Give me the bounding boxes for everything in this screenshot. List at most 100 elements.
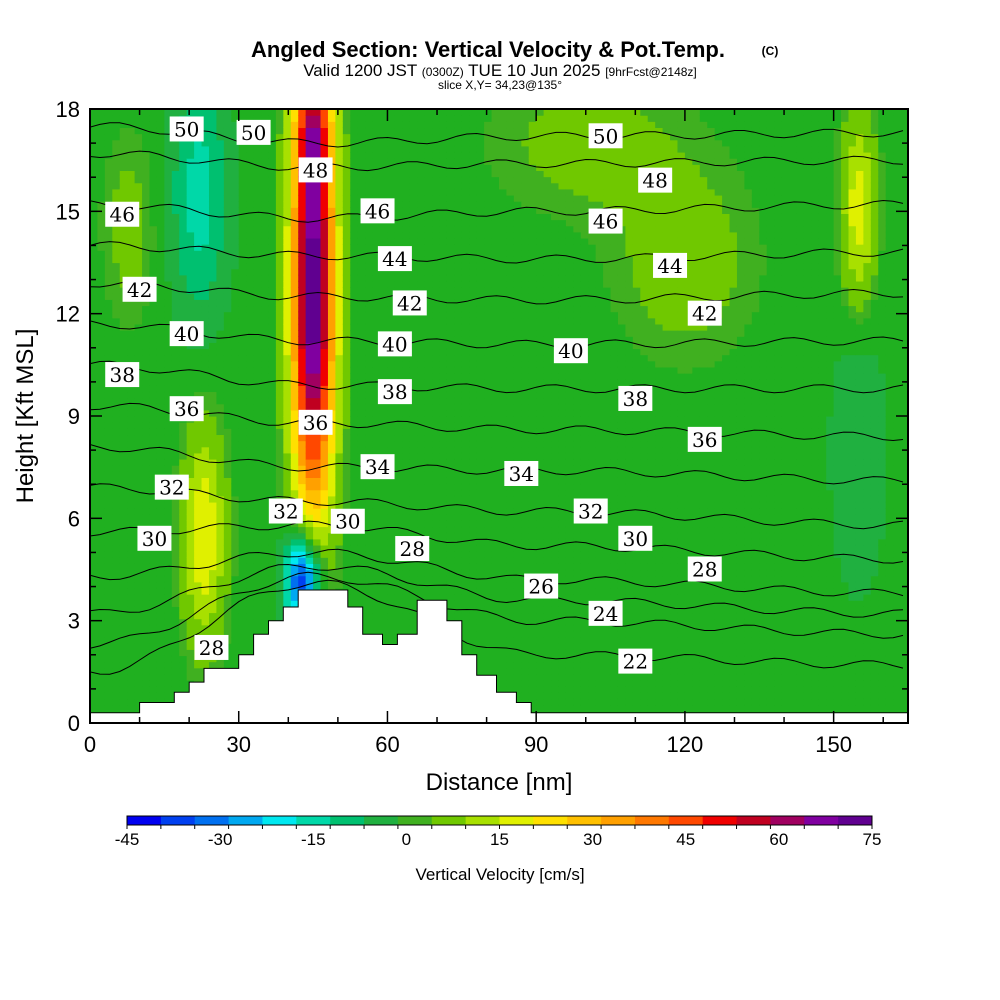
velocity-cell — [90, 366, 99, 374]
velocity-cell — [104, 391, 113, 399]
velocity-cell — [380, 508, 389, 515]
velocity-cell — [290, 188, 299, 196]
velocity-cell — [90, 188, 99, 196]
velocity-cell — [432, 250, 441, 257]
velocity-cell — [201, 569, 210, 577]
velocity-cell — [305, 366, 314, 374]
velocity-cell — [201, 551, 210, 558]
velocity-cell — [119, 655, 128, 663]
velocity-cell — [246, 366, 255, 374]
velocity-cell — [387, 606, 396, 614]
velocity-cell — [231, 416, 240, 423]
velocity-cell — [127, 158, 136, 165]
velocity-cell — [223, 336, 232, 343]
velocity-cell — [290, 403, 299, 411]
velocity-cell — [424, 158, 433, 165]
velocity-cell — [350, 544, 359, 552]
velocity-cell — [156, 188, 165, 196]
velocity-cell — [238, 587, 247, 595]
velocity-cell — [201, 299, 210, 307]
velocity-cell — [216, 145, 225, 153]
velocity-cell — [320, 391, 329, 399]
velocity-cell — [298, 139, 307, 147]
velocity-cell — [90, 348, 99, 356]
velocity-cell — [261, 434, 270, 442]
velocity-cell — [253, 594, 262, 601]
velocity-cell — [186, 514, 195, 521]
velocity-cell — [357, 373, 366, 380]
velocity-cell — [223, 563, 232, 571]
velocity-cell — [119, 268, 128, 276]
velocity-cell — [238, 256, 247, 264]
velocity-cell — [268, 127, 277, 135]
velocity-cell — [283, 225, 292, 233]
velocity-cell — [290, 207, 299, 214]
velocity-cell — [112, 551, 121, 558]
velocity-cell — [313, 514, 322, 521]
velocity-cell — [238, 501, 247, 509]
velocity-cell — [171, 514, 180, 521]
velocity-cell — [283, 158, 292, 165]
velocity-cell — [320, 287, 329, 294]
velocity-cell — [394, 403, 403, 411]
velocity-cell — [439, 471, 448, 478]
velocity-cell — [142, 661, 151, 669]
velocity-cell — [97, 145, 106, 153]
velocity-cell — [439, 237, 448, 245]
velocity-cell — [417, 508, 426, 515]
velocity-cell — [298, 201, 307, 208]
velocity-cell — [417, 133, 426, 141]
velocity-cell — [387, 293, 396, 300]
velocity-cell — [335, 379, 344, 386]
velocity-cell — [305, 508, 314, 515]
velocity-cell — [149, 514, 158, 521]
velocity-cell — [409, 287, 418, 294]
velocity-cell — [275, 305, 284, 313]
velocity-cell — [350, 446, 359, 454]
velocity-cell — [104, 624, 113, 632]
velocity-cell — [156, 385, 165, 393]
velocity-cell — [372, 538, 381, 546]
velocity-cell — [446, 244, 455, 251]
velocity-cell — [290, 139, 299, 147]
velocity-cell — [387, 287, 396, 294]
velocity-cell — [119, 563, 128, 571]
velocity-cell — [90, 520, 99, 528]
velocity-cell — [439, 244, 448, 251]
velocity-cell — [305, 109, 314, 116]
velocity-cell — [305, 446, 314, 454]
velocity-cell — [283, 532, 292, 540]
velocity-cell — [179, 373, 188, 380]
velocity-cell — [246, 158, 255, 165]
velocity-cell — [119, 704, 128, 712]
velocity-cell — [253, 336, 262, 343]
velocity-cell — [305, 311, 314, 319]
velocity-cell — [149, 471, 158, 478]
velocity-cell — [179, 317, 188, 325]
velocity-cell — [253, 194, 262, 202]
velocity-cell — [156, 673, 165, 681]
velocity-cell — [372, 569, 381, 577]
velocity-cell — [253, 287, 262, 294]
velocity-cell — [357, 121, 366, 129]
velocity-cell — [164, 207, 173, 214]
velocity-cell — [432, 489, 441, 497]
velocity-cell — [305, 489, 314, 497]
velocity-cell — [424, 477, 433, 485]
velocity-cell — [104, 176, 113, 184]
velocity-cell — [127, 188, 136, 196]
velocity-cell — [409, 446, 418, 454]
velocity-cell — [365, 391, 374, 399]
velocity-cell — [246, 280, 255, 288]
velocity-cell — [275, 563, 284, 571]
velocity-cell — [327, 188, 336, 196]
velocity-cell — [432, 201, 441, 208]
velocity-cell — [409, 151, 418, 159]
velocity-cell — [90, 551, 99, 558]
velocity-cell — [216, 360, 225, 368]
velocity-cell — [149, 637, 158, 644]
velocity-cell — [387, 139, 396, 147]
velocity-cell — [194, 225, 203, 233]
velocity-cell — [261, 409, 270, 417]
velocity-cell — [231, 434, 240, 442]
